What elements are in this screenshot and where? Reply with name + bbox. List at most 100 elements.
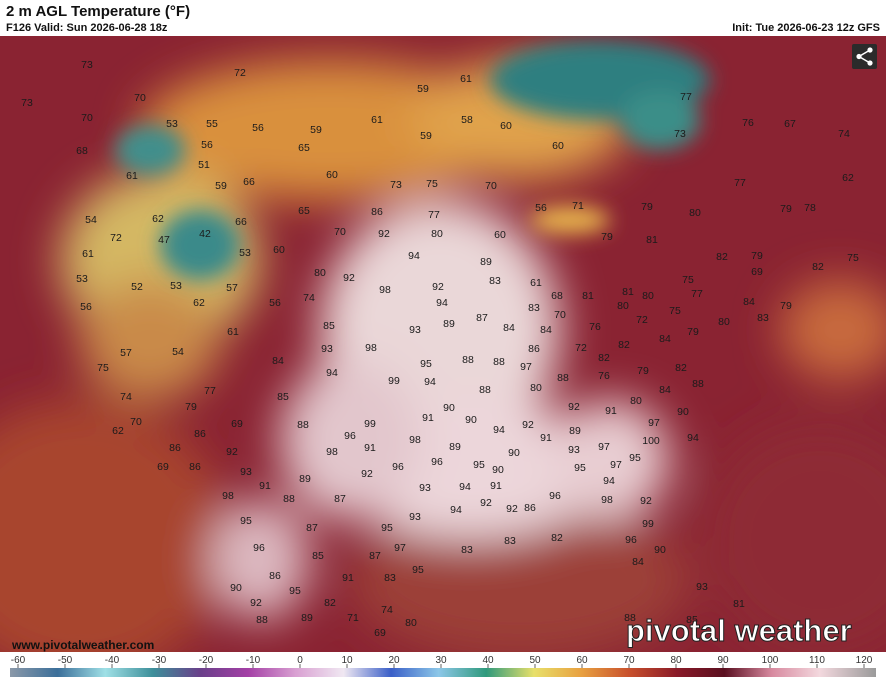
colorbar-tick-label: -30 bbox=[152, 655, 167, 666]
temperature-label: 92 bbox=[522, 419, 534, 431]
temperature-label: 60 bbox=[552, 140, 564, 152]
temperature-label: 85 bbox=[312, 550, 324, 562]
temperature-label: 90 bbox=[465, 414, 477, 426]
temperature-label: 92 bbox=[250, 597, 262, 609]
temperature-label: 94 bbox=[687, 432, 699, 444]
temperature-label: 73 bbox=[674, 128, 686, 140]
share-button[interactable] bbox=[852, 44, 877, 69]
logo: pivotal weather bbox=[626, 613, 852, 648]
temperature-label: 56 bbox=[269, 297, 281, 309]
temperature-label: 97 bbox=[520, 361, 532, 373]
temperature-label: 89 bbox=[443, 318, 455, 330]
temperature-label: 91 bbox=[422, 412, 434, 424]
temperature-label: 95 bbox=[629, 452, 641, 464]
temperature-label: 83 bbox=[528, 302, 540, 314]
temperature-label: 68 bbox=[76, 145, 88, 157]
temperature-label: 98 bbox=[409, 434, 421, 446]
temperature-label: 77 bbox=[691, 288, 703, 300]
temperature-label: 81 bbox=[622, 286, 634, 298]
temperature-label: 75 bbox=[426, 178, 438, 190]
temperature-label: 61 bbox=[460, 73, 472, 85]
temperature-label: 77 bbox=[428, 209, 440, 221]
temperature-label: 85 bbox=[323, 320, 335, 332]
temperature-label: 74 bbox=[303, 292, 315, 304]
temperature-label: 94 bbox=[326, 367, 338, 379]
temperature-label: 80 bbox=[431, 228, 443, 240]
temperature-label: 61 bbox=[530, 277, 542, 289]
temperature-label: 60 bbox=[273, 244, 285, 256]
valid-time: F126 Valid: Sun 2026-06-28 18z bbox=[6, 22, 168, 34]
temperature-label: 88 bbox=[479, 384, 491, 396]
temperature-label: 87 bbox=[476, 312, 488, 324]
temperature-label: 89 bbox=[449, 441, 461, 453]
temperature-label: 89 bbox=[301, 612, 313, 624]
temperature-label: 87 bbox=[306, 522, 318, 534]
colorbar-tick-label: 70 bbox=[623, 655, 635, 666]
colorbar-tick-label: 30 bbox=[435, 655, 447, 666]
temperature-label: 71 bbox=[347, 612, 359, 624]
temperature-label: 55 bbox=[206, 118, 218, 130]
temperature-label: 86 bbox=[269, 570, 281, 582]
temperature-label: 84 bbox=[272, 355, 284, 367]
temperature-label: 99 bbox=[364, 418, 376, 430]
temperature-label: 81 bbox=[582, 290, 594, 302]
temperature-label: 69 bbox=[374, 627, 386, 639]
temperature-label: 83 bbox=[757, 312, 769, 324]
temperature-label: 69 bbox=[751, 266, 763, 278]
temperature-label: 93 bbox=[419, 482, 431, 494]
temperature-label: 80 bbox=[642, 290, 654, 302]
temperature-label: 82 bbox=[675, 362, 687, 374]
temperature-label: 92 bbox=[480, 497, 492, 509]
temperature-label: 93 bbox=[696, 581, 708, 593]
temperature-label: 88 bbox=[557, 372, 569, 384]
temperature-label: 90 bbox=[508, 447, 520, 459]
temperature-label: 74 bbox=[120, 391, 132, 403]
temperature-label: 68 bbox=[551, 290, 563, 302]
temperature-label: 59 bbox=[310, 124, 322, 136]
temperature-label: 56 bbox=[80, 301, 92, 313]
temperature-label: 96 bbox=[344, 430, 356, 442]
temperature-label: 94 bbox=[459, 481, 471, 493]
temperature-label: 72 bbox=[234, 67, 246, 79]
temperature-label: 93 bbox=[409, 511, 421, 523]
temperature-label: 84 bbox=[743, 296, 755, 308]
temperature-label: 70 bbox=[81, 112, 93, 124]
temperature-label: 90 bbox=[443, 402, 455, 414]
temperature-label: 96 bbox=[549, 490, 561, 502]
temperature-label: 82 bbox=[598, 352, 610, 364]
temperature-label: 80 bbox=[718, 316, 730, 328]
temperature-label: 88 bbox=[624, 612, 636, 624]
temperature-label: 77 bbox=[204, 385, 216, 397]
temperature-label: 82 bbox=[618, 339, 630, 351]
temperature-label: 70 bbox=[485, 180, 497, 192]
temperature-label: 92 bbox=[432, 281, 444, 293]
temperature-label: 42 bbox=[199, 228, 211, 240]
colorbar-tick-label: 40 bbox=[482, 655, 494, 666]
temperature-label: 73 bbox=[21, 97, 33, 109]
temperature-label: 60 bbox=[326, 169, 338, 181]
temperature-label: 90 bbox=[677, 406, 689, 418]
temperature-label: 66 bbox=[235, 216, 247, 228]
temperature-label: 65 bbox=[298, 142, 310, 154]
temperature-label: 94 bbox=[450, 504, 462, 516]
colorbar-tick-label: 60 bbox=[576, 655, 588, 666]
temperature-label: 83 bbox=[504, 535, 516, 547]
temperature-label: 83 bbox=[461, 544, 473, 556]
temperature-label: 93 bbox=[409, 324, 421, 336]
temperature-label: 59 bbox=[420, 130, 432, 142]
colorbar-tick-label: 120 bbox=[856, 655, 873, 666]
temperature-label: 91 bbox=[605, 405, 617, 417]
temperature-label: 76 bbox=[598, 370, 610, 382]
temperature-label: 71 bbox=[572, 200, 584, 212]
colorbar-tick-label: 0 bbox=[297, 655, 303, 666]
temperature-label: 62 bbox=[112, 425, 124, 437]
temperature-label: 95 bbox=[420, 358, 432, 370]
temperature-label: 95 bbox=[381, 522, 393, 534]
temperature-label: 98 bbox=[379, 284, 391, 296]
temperature-label: 80 bbox=[617, 300, 629, 312]
temperature-label: 70 bbox=[554, 309, 566, 321]
temperature-label: 60 bbox=[494, 229, 506, 241]
temperature-label: 90 bbox=[654, 544, 666, 556]
